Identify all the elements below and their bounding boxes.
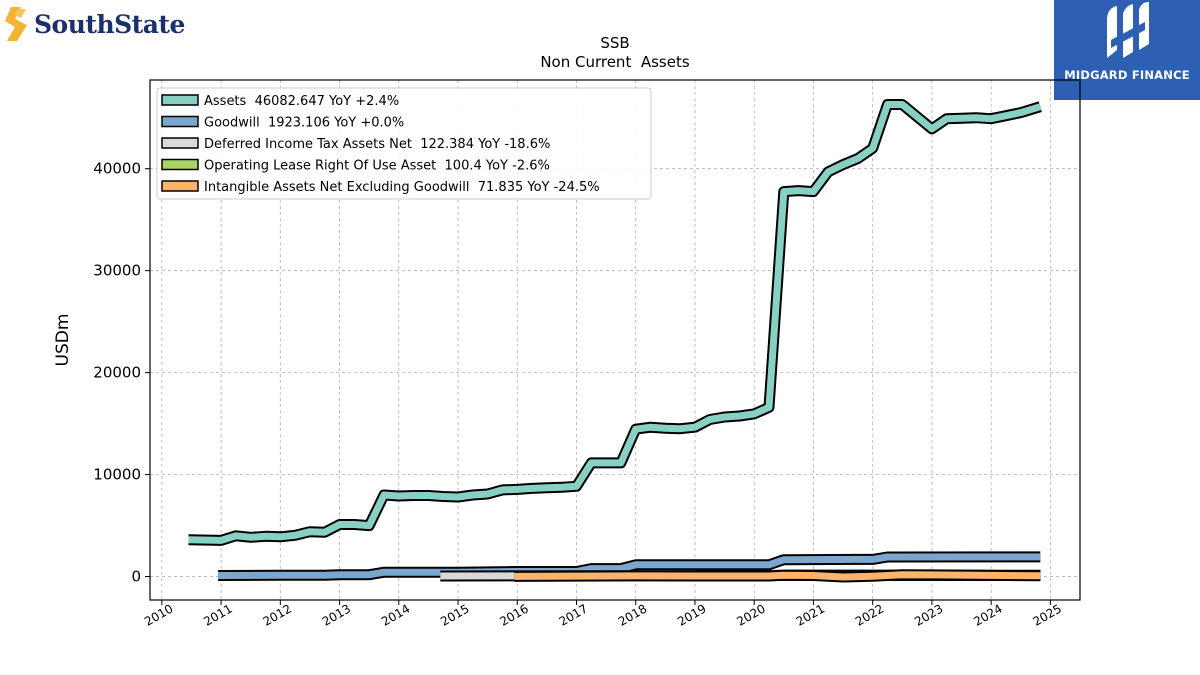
y-axis: 0 10000 20000 30000 40000	[93, 160, 150, 586]
midgard-finance-logo: MIDGARD FINANCE	[1054, 0, 1200, 100]
y-tick-label: 30000	[93, 262, 141, 280]
series-line-4	[514, 571, 1041, 581]
x-tick-label: 2014	[379, 601, 412, 628]
y-tick-label: 0	[131, 568, 141, 586]
x-tick-label: 2011	[201, 601, 234, 628]
x-tick-label: 2012	[260, 601, 293, 628]
x-tick-label: 2021	[794, 601, 827, 628]
legend-box	[156, 87, 652, 200]
legend-entry-0: Assets 46082.647 YoY +2.4%	[204, 94, 399, 109]
x-tick-label: 2018	[616, 601, 649, 628]
legend-swatch-0	[161, 94, 199, 106]
legend-entry-3: Operating Lease Right Of Use Asset 100.4…	[204, 159, 550, 174]
grid	[150, 80, 1080, 600]
legend-swatch-1	[161, 115, 199, 128]
x-tick-label: 2024	[971, 601, 1004, 628]
legend-swatch-2	[161, 137, 199, 149]
legend-swatch-4	[161, 180, 199, 192]
x-tick-label: 2023	[912, 601, 945, 628]
series-line-1	[218, 553, 1041, 579]
legend-entry-2: Deferred Income Tax Assets Net 122.384 Y…	[204, 137, 550, 152]
y-tick-label: 20000	[93, 364, 141, 382]
chart-title: SSB	[600, 34, 629, 52]
x-tick-label: 2019	[675, 601, 708, 628]
southstate-logo-text: SouthState	[34, 9, 185, 39]
x-tick-label: 2013	[320, 601, 353, 628]
series-layer	[188, 99, 1042, 583]
midgard-m-icon	[1107, 2, 1149, 58]
southstate-logo: SouthState	[4, 4, 185, 44]
y-tick-label: 10000	[93, 466, 141, 484]
x-axis: 2010 2011 2012 2013 2014 2015 2016 2017 2018 2019…	[142, 600, 1064, 629]
x-tick-label: 2010	[142, 601, 175, 628]
x-tick-label: 2017	[557, 601, 590, 628]
x-tick-label: 2016	[497, 601, 530, 628]
y-axis-label: USDm	[53, 314, 73, 367]
chart-subtitle: Non Current Assets	[540, 53, 690, 71]
series-line-0	[188, 101, 1042, 544]
plot-frame	[149, 79, 1081, 601]
x-tick-label: 2015	[438, 601, 471, 628]
legend-swatch-3	[161, 158, 199, 171]
y-tick-label: 40000	[93, 160, 141, 178]
legend-entry-1: Goodwill 1923.106 YoY +0.0%	[204, 116, 404, 131]
legend-entry-4: Intangible Assets Net Excluding Goodwill…	[204, 180, 600, 195]
midgard-finance-logo-text: MIDGARD FINANCE	[1064, 68, 1190, 82]
southstate-s-icon	[5, 7, 27, 41]
x-tick-label: 2025	[1031, 601, 1064, 628]
legend: Assets 46082.647 YoY +2.4% Goodwill 1923.…	[156, 87, 652, 200]
x-tick-label: 2020	[734, 601, 767, 628]
x-tick-label: 2022	[853, 601, 886, 628]
